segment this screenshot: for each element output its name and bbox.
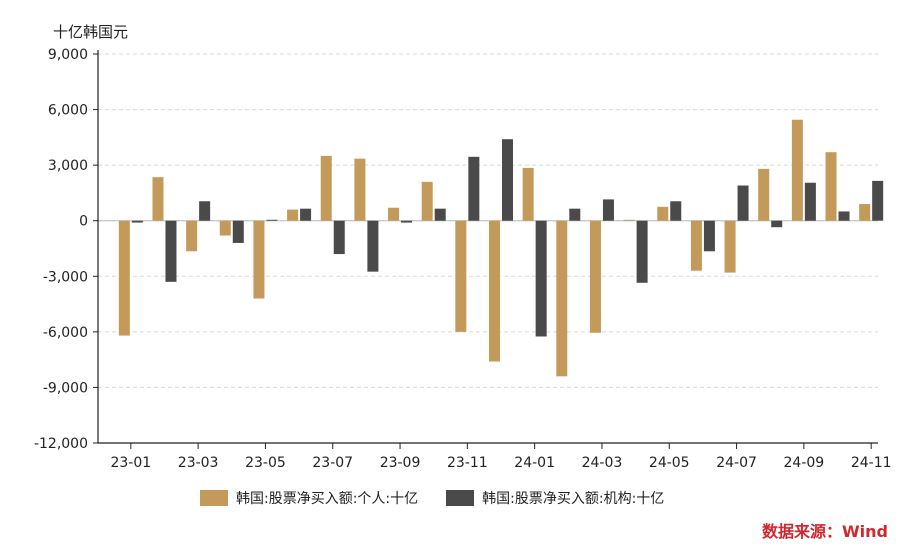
bar-institution <box>232 220 244 243</box>
bar-institution <box>266 219 278 221</box>
legend-item-individual: 韩国:股票净买入额:个人:十亿 <box>200 488 418 508</box>
legend-item-institution: 韩国:股票净买入额:机构:十亿 <box>446 488 664 508</box>
bar-individual <box>388 207 400 221</box>
y-axis-unit-label: 十亿韩国元 <box>53 23 129 41</box>
x-tick-label: 24-09 <box>784 455 825 471</box>
bar-individual <box>825 152 837 221</box>
y-tick-label: 0 <box>79 214 88 230</box>
bar-institution <box>131 220 143 223</box>
bar-institution <box>838 211 850 221</box>
bar-individual <box>657 206 669 221</box>
y-tick-label: -6,000 <box>43 325 88 341</box>
data-source-note: 数据来源：Wind <box>762 522 888 541</box>
bar-institution <box>670 201 682 221</box>
bar-individual <box>791 119 803 221</box>
bar-individual <box>556 220 568 377</box>
bar-individual <box>455 220 467 332</box>
y-tick-label: -12,000 <box>34 436 88 452</box>
x-tick-label: 24-07 <box>716 455 757 471</box>
bar-individual <box>253 220 265 299</box>
legend-swatch-individual <box>200 490 228 506</box>
legend-swatch-institution <box>446 490 475 506</box>
bar-individual <box>186 220 198 252</box>
x-tick-label: 24-03 <box>582 455 623 471</box>
bar-institution <box>703 220 715 252</box>
x-tick-label: 23-01 <box>110 455 151 471</box>
bar-institution <box>434 208 446 221</box>
bar-institution <box>165 220 177 282</box>
bar-individual <box>152 177 164 221</box>
bar-individual <box>724 220 736 273</box>
bar-individual <box>589 220 601 333</box>
bar-individual <box>758 168 770 221</box>
bar-individual <box>219 220 231 236</box>
bar-individual <box>522 167 534 221</box>
bar-institution <box>771 220 783 228</box>
x-tick-label: 23-07 <box>312 455 353 471</box>
bar-individual <box>320 155 332 221</box>
bar-institution <box>737 185 749 221</box>
x-tick-label: 23-03 <box>178 455 219 471</box>
x-tick-label: 24-05 <box>649 455 690 471</box>
y-tick-label: -9,000 <box>43 380 88 396</box>
bar-institution <box>535 220 547 337</box>
bar-individual <box>354 158 366 221</box>
x-tick-label: 23-09 <box>380 455 421 471</box>
y-tick-label: 9,000 <box>48 47 88 63</box>
bar-institution <box>401 220 413 223</box>
bar-institution <box>602 199 614 221</box>
bar-institution <box>569 208 581 221</box>
legend-label-institution: 韩国:股票净买入额:机构:十亿 <box>482 491 665 507</box>
x-tick-label: 24-01 <box>514 455 555 471</box>
bar-individual <box>489 220 500 362</box>
bar-institution <box>300 208 312 221</box>
bar-individual <box>421 181 433 221</box>
bar-individual <box>287 209 299 221</box>
bar-institution <box>872 180 884 221</box>
bar-individual <box>690 220 702 271</box>
bar-institution <box>468 156 480 221</box>
y-tick-label: -3,000 <box>43 269 88 285</box>
x-tick-label: 23-05 <box>245 455 286 471</box>
legend: 韩国:股票净买入额:个人:十亿 韩国:股票净买入额:机构:十亿 <box>200 488 692 508</box>
bar-institution <box>502 139 513 221</box>
bar-individual <box>118 220 130 336</box>
bar-institution <box>199 201 211 221</box>
y-tick-label: 6,000 <box>48 103 88 119</box>
bar-individual <box>859 204 871 221</box>
bar-individual <box>623 219 635 221</box>
bar-institution <box>636 220 648 283</box>
y-tick-label: 3,000 <box>48 158 88 174</box>
bar-institution <box>367 220 379 272</box>
legend-label-individual: 韩国:股票净买入额:个人:十亿 <box>236 491 419 507</box>
bar-institution <box>804 182 816 221</box>
x-tick-label: 24-11 <box>851 455 892 471</box>
x-tick-label: 23-11 <box>447 455 488 471</box>
bar-chart: 9,000 6,000 3,000 0 -3,000 -6,000 -9,000 -12,00… <box>34 47 892 471</box>
bar-institution <box>333 220 345 255</box>
